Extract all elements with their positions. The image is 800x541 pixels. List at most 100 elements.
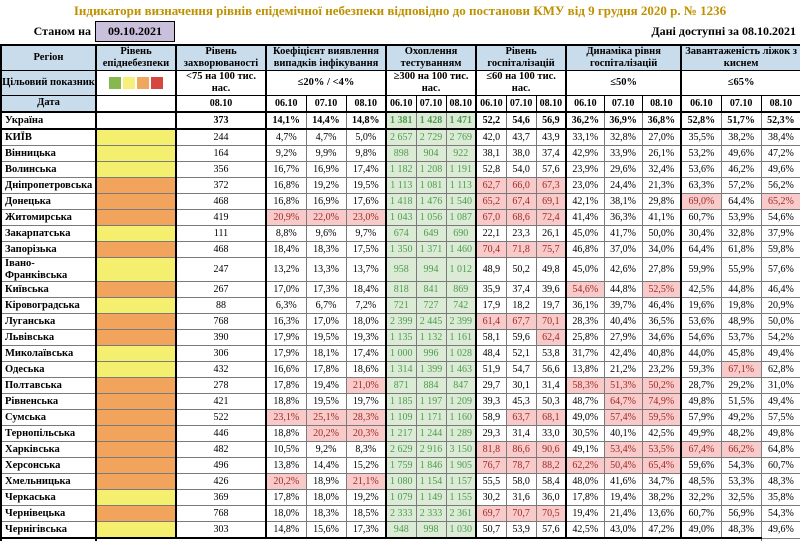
region-name: Рівненська — [0, 393, 97, 411]
oxygen-cell: 32,2% — [680, 489, 722, 507]
epidemic-level-cell — [95, 377, 177, 395]
detection-coef-cell: 9,7% — [345, 225, 387, 243]
dynamics-cell: 42,5% — [641, 425, 682, 443]
testing-cell: 1 314 — [385, 361, 417, 379]
dynamics-cell: 25,8% — [565, 329, 605, 347]
dynamics-cell: 36,2% — [565, 111, 605, 131]
detection-coef-cell: 16,8% — [265, 193, 307, 211]
header-group-row: Регіон Рівень епіднебезпеки Рівень захво… — [0, 44, 800, 72]
region-row: Донецька 468 16,8% 16,9% 17,6% 1 418 1 476 1 54… — [0, 193, 800, 211]
testing-cell: 1 191 — [445, 161, 477, 179]
region-row: Кіровоградська 88 6,3% 6,7% 7,2% 721 727 742 17,… — [0, 297, 800, 315]
epidemic-level-cell — [95, 257, 177, 283]
dynamics-cell: 42,5% — [565, 521, 605, 539]
detection-coef-cell: 19,2% — [345, 489, 387, 507]
detection-coef-cell: 14,1% — [265, 111, 307, 131]
hospitalization-cell: 55,5 — [475, 473, 507, 491]
hospitalization-cell: 39,6 — [535, 281, 567, 299]
incidence-cell: 768 — [175, 313, 267, 331]
incidence-target: <75 на 100 тис. нас. — [175, 70, 267, 97]
testing-cell: 1 905 — [445, 457, 477, 475]
dynamics-cell: 41,7% — [603, 225, 643, 243]
oxygen-cell: 31,0% — [760, 377, 800, 395]
oxygen-cell: 20,9% — [760, 297, 800, 315]
dynamics-cell: 41,6% — [603, 473, 643, 491]
detection-coef-cell: 18,4% — [265, 241, 307, 259]
oxygen-cell: 53,9% — [720, 209, 762, 227]
detection-coef-cell: 19,2% — [305, 177, 347, 195]
detection-coef-header: Коефіцієнт виявлення випадків інфікуванн… — [264, 44, 387, 72]
oxygen-cell: 48,3% — [720, 521, 762, 539]
region-name: КИЇВ — [0, 128, 97, 147]
oxygen-cell: 49,6% — [760, 521, 800, 539]
testing-cell: 1 028 — [445, 345, 477, 363]
dynamics-cell: 30,5% — [565, 425, 605, 443]
testing-cell: 3 150 — [445, 441, 477, 459]
date-cell: 07.10 — [415, 95, 447, 114]
oxygen-cell: 60,7% — [680, 505, 722, 523]
detection-coef-cell: 19,5% — [345, 177, 387, 195]
hospitalization-cell: 26,1 — [535, 225, 567, 243]
testing-cell: 649 — [415, 225, 447, 243]
hospitalization-cell: 39,3 — [475, 393, 507, 411]
region-row: Вінницька 164 9,2% 9,9% 9,8% 898 904 922 38,1 38,… — [0, 145, 800, 163]
hospitalization-cell: 66,0 — [505, 177, 537, 195]
epidemic-level-cell — [95, 457, 177, 475]
hospitalization-cell: 52,8 — [475, 161, 507, 179]
oxygen-cell: 60,7% — [760, 457, 800, 475]
hospitalization-cell: 45,3 — [505, 393, 537, 411]
detection-coef-cell: 13,3% — [305, 257, 347, 283]
region-header: Регіон — [0, 44, 97, 72]
dynamics-cell: 19,4% — [603, 489, 643, 507]
hospitalization-cell: 53,9 — [505, 521, 537, 539]
incidence-cell: 768 — [175, 505, 267, 523]
testing-target: ≥300 на 100 тис. нас. — [385, 70, 477, 97]
region-name: Дніпропетровська — [0, 177, 97, 195]
date-cell: 07.10 — [720, 95, 762, 114]
incidence-cell: 468 — [175, 241, 267, 259]
oxygen-cell: 46,4% — [760, 281, 800, 299]
detection-coef-cell: 16,9% — [305, 193, 347, 211]
dynamics-cell: 46,8% — [565, 241, 605, 259]
hospitalization-cell: 88,2 — [535, 457, 567, 475]
testing-cell: 1 132 — [415, 329, 447, 347]
testing-cell: 1 030 — [445, 521, 477, 539]
hospitalization-cell: 67,3 — [535, 177, 567, 195]
oxygen-cell: 59,3% — [680, 361, 722, 379]
oxygen-cell: 54,6% — [760, 209, 800, 227]
hospitalization-target: ≤60 на 100 тис. нас. — [475, 70, 567, 97]
oxygen-cell: 59,9% — [680, 257, 722, 283]
oxygen-cell: 30,4% — [680, 225, 722, 243]
hospitalization-cell: 58,0 — [505, 473, 537, 491]
oxygen-cell: 57,9% — [680, 409, 722, 427]
incidence-cell: 522 — [175, 409, 267, 427]
detection-coef-cell: 6,7% — [305, 297, 347, 315]
hospitalization-cell: 51,9 — [475, 361, 507, 379]
detection-coef-cell: 9,6% — [305, 225, 347, 243]
testing-cell: 2 657 — [385, 128, 417, 147]
oxygen-cell: 49,0% — [680, 521, 722, 539]
hospitalization-cell: 68,1 — [535, 409, 567, 427]
detection-coef-cell: 8,8% — [265, 225, 307, 243]
hospitalization-cell: 57,6 — [535, 161, 567, 179]
hospitalization-cell: 70,4 — [475, 241, 507, 259]
oxygen-cell: 49,4% — [760, 393, 800, 411]
dynamics-cell: 13,8% — [565, 361, 605, 379]
oxygen-cell: 54,6% — [680, 329, 722, 347]
detection-coef-cell: 5,0% — [345, 128, 387, 147]
testing-cell: 2 445 — [415, 313, 447, 331]
region-name: Сумська — [0, 409, 97, 427]
hospitalization-cell: 30,2 — [475, 489, 507, 507]
detection-coef-cell: 18,3% — [305, 505, 347, 523]
dynamics-cell: 64,7% — [603, 393, 643, 411]
detection-target: ≤20% / <4% — [264, 70, 387, 97]
hospitalization-cell: 61,4 — [475, 313, 507, 331]
detection-coef-cell: 17,8% — [265, 489, 307, 507]
dynamics-cell: 24,4% — [603, 177, 643, 195]
oxygen-cell: 49,8% — [680, 393, 722, 411]
hospitalization-cell: 48,4 — [475, 345, 507, 363]
testing-cell: 922 — [445, 145, 477, 163]
date-cell — [95, 95, 177, 114]
region-name: Луганська — [0, 313, 97, 331]
oxygen-cell: 49,2% — [720, 409, 762, 427]
